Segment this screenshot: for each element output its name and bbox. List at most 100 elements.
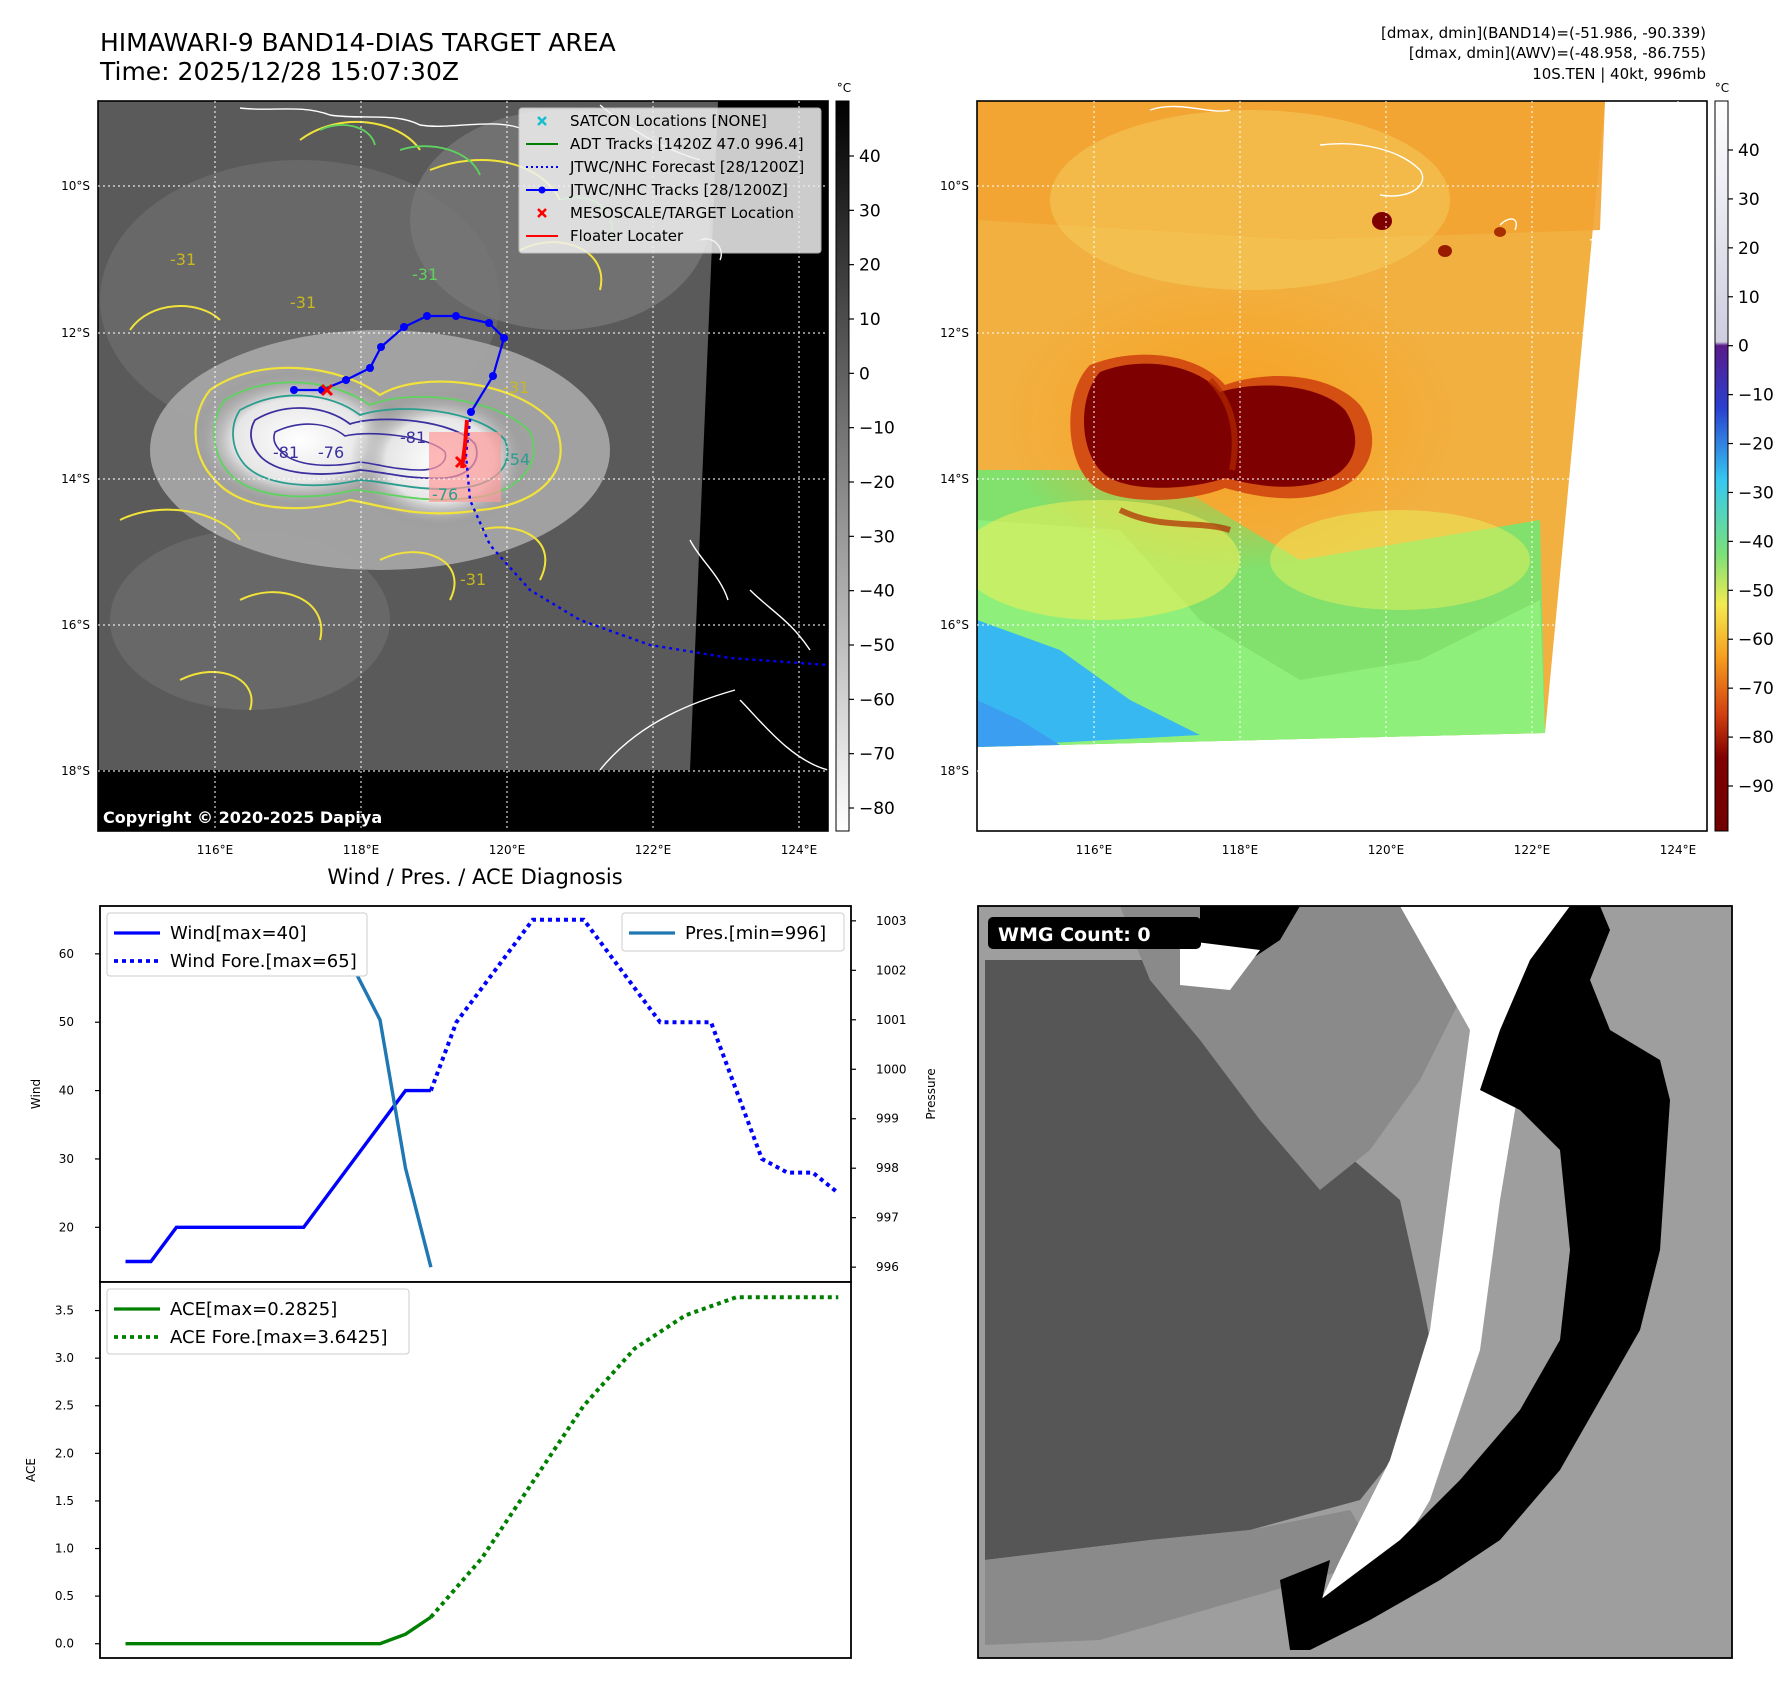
- colorbar-gray-tick: −30: [859, 527, 895, 547]
- lon-label: 116°E: [1076, 843, 1113, 857]
- wmg-frame: [977, 905, 1733, 1659]
- jtwc-track-point: [489, 372, 497, 380]
- pressure-legend-entry: Pres.[min=996]: [685, 923, 826, 944]
- jtwc-track-point: [400, 323, 408, 331]
- jtwc-track-point: [342, 376, 350, 384]
- colorbar-color-tick: −70: [1738, 679, 1774, 699]
- wind-legend-entry-1: Wind[max=40]: [170, 923, 307, 944]
- colorbar-color-tick: 40: [1738, 141, 1760, 161]
- colorbar-color-tick: −30: [1738, 483, 1774, 503]
- colorbar-gray-unit: °C: [837, 81, 851, 95]
- copyright: Copyright © 2020-2025 Dapiya: [103, 808, 382, 827]
- colorbar-color-tick: −10: [1738, 386, 1774, 406]
- meta-line-2: [dmax, dmin](AWV)=(-48.958, -86.755): [1409, 44, 1706, 62]
- ace-axis-label: ACE: [24, 1458, 38, 1482]
- contour-label: -31: [460, 570, 486, 589]
- ace-tick-label: 3.5: [55, 1304, 74, 1318]
- colorbar-gray-tick: −70: [859, 745, 895, 765]
- contour-label: -81: [400, 428, 426, 447]
- map1-legend: SATCON Locations [NONE] ADT Tracks [1420Z…: [518, 107, 822, 254]
- colorbar-color-tick: 10: [1738, 288, 1760, 308]
- ace-legend-entry-1: ACE[max=0.2825]: [170, 1299, 337, 1320]
- series-line-windSeries-1: [429, 917, 840, 1195]
- lat-label: 16°S: [940, 618, 969, 632]
- contour-label: -31: [503, 378, 529, 397]
- map1-legend-entry: SATCON Locations [NONE]: [537, 112, 767, 130]
- map1-legend-label: JTWC/NHC Tracks [28/1200Z]: [569, 181, 788, 199]
- jtwc-track-point: [500, 334, 508, 342]
- lat-label: 18°S: [940, 764, 969, 778]
- colorbar-color-unit: °C: [1715, 81, 1729, 95]
- pressure-legend: Pres.[min=996]: [621, 912, 845, 952]
- map1-contour-labels: -81 -76 -81 -76 -54 -31 -31 -31 -31 -31: [170, 250, 530, 589]
- target-location-marker: [320, 383, 334, 397]
- pressure-ticks: 996 997 998 999 1000 1001 1002 1003: [851, 914, 907, 1274]
- ace-tick-label: 2.5: [55, 1399, 74, 1413]
- colorbar-gray-tick: −60: [859, 690, 895, 710]
- pressure-tick-label: 999: [876, 1112, 899, 1126]
- wind-ticks: 20 30 40 50 60: [59, 947, 100, 1234]
- pressure-tick-label: 997: [876, 1211, 899, 1225]
- colorbar-gray-tick: −40: [859, 582, 895, 602]
- wind-tick-label: 20: [59, 1220, 74, 1234]
- ace-tick-label: 0.5: [55, 1589, 74, 1603]
- map1-legend-box: [518, 107, 822, 254]
- colorbar-color: °C 40 30 20 10 0 −10 −20 −30 −40 −50 −60 −70 −80 −90: [1714, 81, 1774, 832]
- wind-legend-entry-2: Wind Fore.[max=65]: [170, 951, 357, 972]
- meta-line-3: 10S.TEN | 40kt, 996mb: [1532, 65, 1706, 83]
- title-line-1: HIMAWARI-9 BAND14-DIAS TARGET AREA: [100, 28, 616, 57]
- wind-axis-label: Wind: [29, 1079, 43, 1109]
- colorbar-gray-tick: −20: [859, 473, 895, 493]
- colorbar-gray-tick: 30: [859, 201, 881, 221]
- lon-label: 124°E: [781, 843, 818, 857]
- wmg-count-badge: [988, 917, 1201, 949]
- contour-label: -31: [170, 250, 196, 269]
- colorbar-color-tick: −50: [1738, 581, 1774, 601]
- lon-label: 118°E: [343, 843, 380, 857]
- wmg-panel: WMG Count: 0: [977, 905, 1733, 1659]
- ace-tick-label: 3.0: [55, 1351, 74, 1365]
- pressure-tick-label: 1003: [876, 914, 907, 928]
- wind-tick-label: 60: [59, 947, 74, 961]
- ace-legend-entry-2: ACE Fore.[max=3.6425]: [170, 1327, 388, 1348]
- contour-label: -76: [432, 485, 458, 504]
- jtwc-forecast-line: [464, 411, 828, 667]
- ace-tick-label: 1.5: [55, 1494, 74, 1508]
- lon-label: 122°E: [1514, 843, 1551, 857]
- wind-legend: Wind[max=40] Wind Fore.[max=65]: [106, 912, 368, 977]
- colorbar-color-tick: −80: [1738, 728, 1774, 748]
- map1-legend-label: JTWC/NHC Forecast [28/1200Z]: [569, 158, 804, 176]
- wind-tick-label: 40: [59, 1084, 74, 1098]
- map1-frame: [97, 100, 829, 832]
- pressure-axis-label: Pressure: [924, 1068, 938, 1119]
- ace-ticks: 0.0 0.5 1.0 1.5 2.0 2.5 3.0 3.5: [55, 1304, 100, 1651]
- meta-line-1: [dmax, dmin](BAND14)=(-51.986, -90.339): [1381, 24, 1706, 42]
- series-line-aceSeries-0: [125, 1615, 432, 1646]
- ace-tick-label: 1.0: [55, 1542, 74, 1556]
- ace-tick-label: 0.0: [55, 1637, 74, 1651]
- map1-legend-entry: JTWC/NHC Forecast [28/1200Z]: [526, 158, 804, 176]
- lat-label: 16°S: [61, 618, 90, 632]
- diagnosis-title: Wind / Pres. / ACE Diagnosis: [327, 865, 622, 889]
- wind-tick-label: 30: [59, 1152, 74, 1166]
- colorbar-gray-tick: −80: [859, 799, 895, 819]
- map2-frame: [976, 100, 1708, 832]
- jtwc-track-point: [290, 386, 298, 394]
- jtwc-track-line: [294, 314, 506, 413]
- colorbar-gray-tick: 40: [859, 147, 881, 167]
- colorbar-gray-tick: −50: [859, 636, 895, 656]
- lon-label: 122°E: [635, 843, 672, 857]
- jtwc-track-point: [377, 343, 385, 351]
- lat-label: 18°S: [61, 764, 90, 778]
- series-line-windSeries-0: [125, 1088, 431, 1264]
- colorbar-gray-tick: 0: [859, 364, 870, 384]
- colorbar-color-tick: −60: [1738, 630, 1774, 650]
- wind-tick-label: 50: [59, 1015, 74, 1029]
- pressure-tick-label: 998: [876, 1161, 899, 1175]
- ace-series: [125, 1295, 839, 1646]
- ace-tick-label: 2.0: [55, 1446, 74, 1460]
- map-color: [977, 101, 1707, 831]
- lon-label: 124°E: [1660, 843, 1697, 857]
